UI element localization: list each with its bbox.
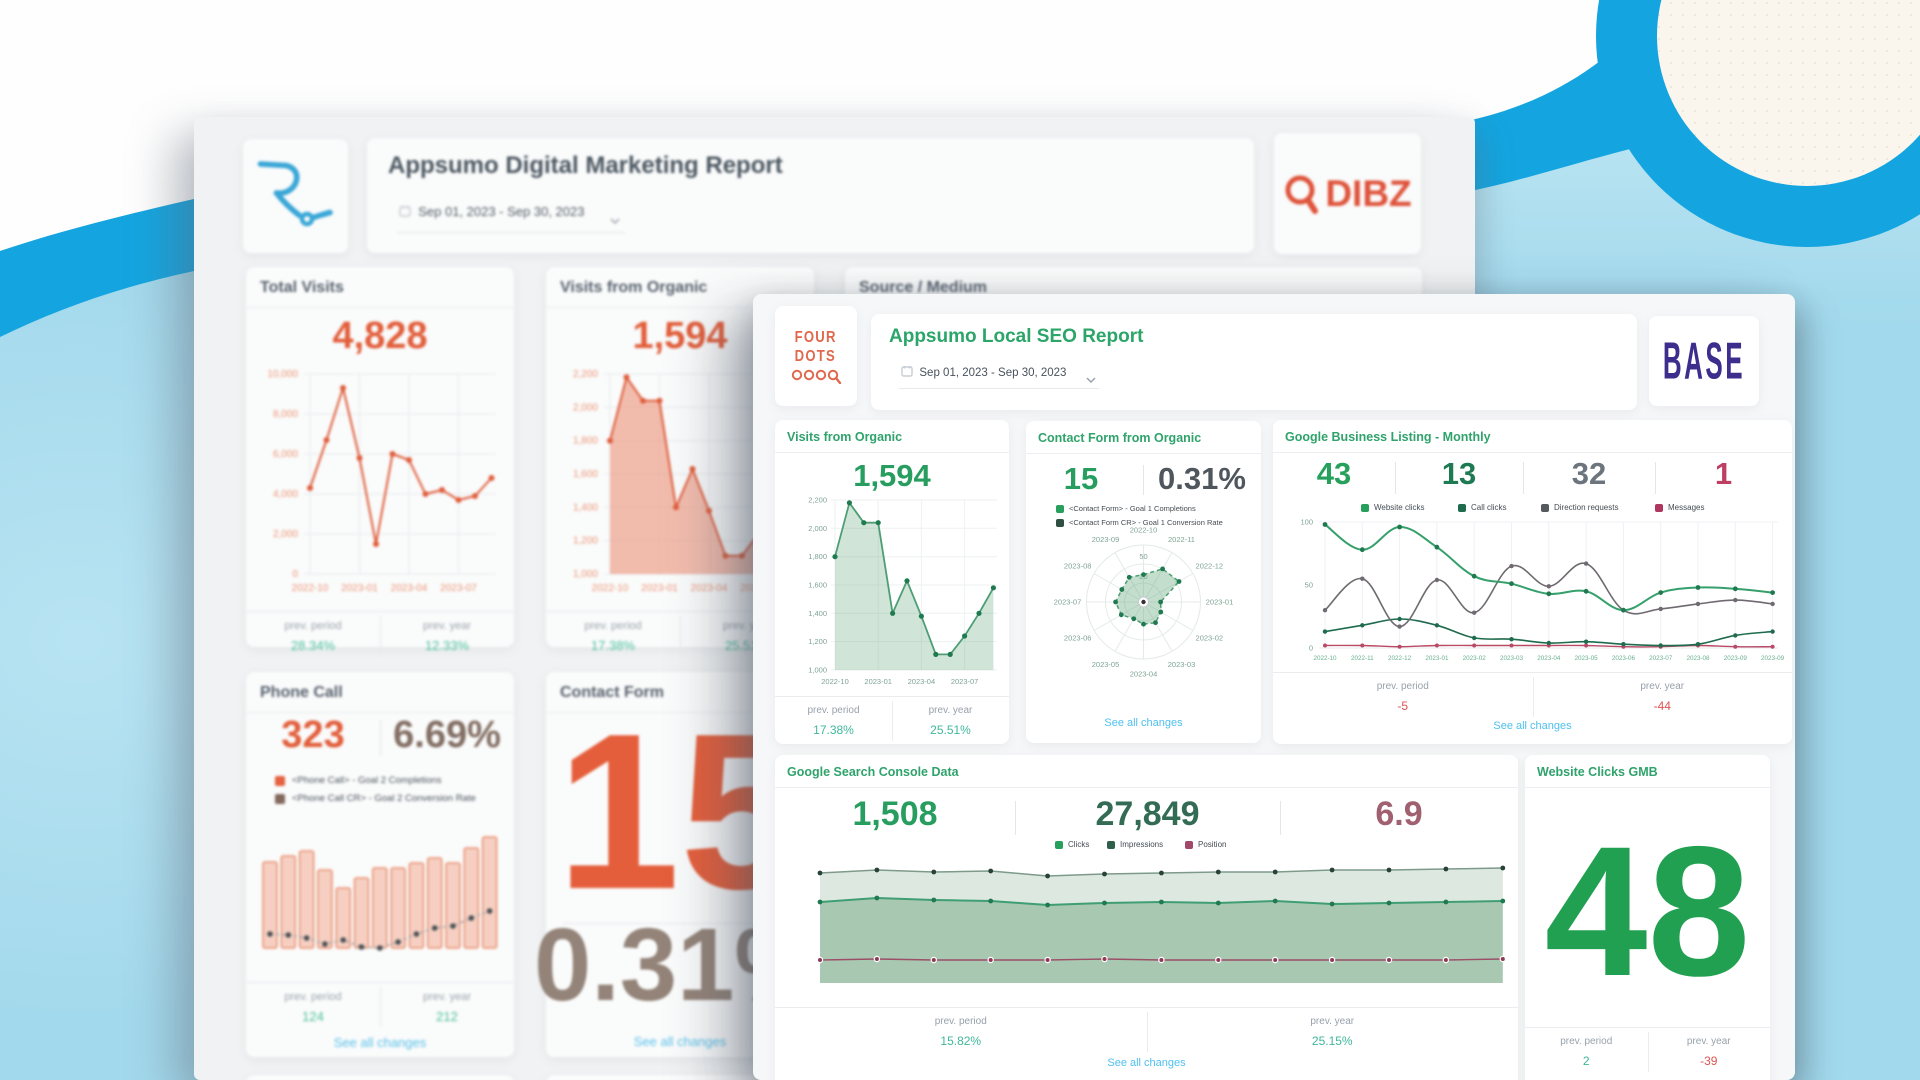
- svg-text:2023-03: 2023-03: [1500, 655, 1524, 662]
- svg-text:2022-10: 2022-10: [821, 677, 849, 686]
- svg-text:50: 50: [1305, 581, 1313, 590]
- svg-text:2022-11: 2022-11: [1168, 535, 1195, 544]
- svg-text:2,000: 2,000: [808, 524, 827, 533]
- svg-text:2022-10: 2022-10: [592, 583, 629, 594]
- svg-text:50: 50: [1139, 552, 1147, 561]
- svg-text:2023-09: 2023-09: [1724, 655, 1748, 662]
- svg-text:2023-01: 2023-01: [864, 677, 892, 686]
- svg-text:2023-05: 2023-05: [1092, 660, 1120, 669]
- svg-text:2,000: 2,000: [273, 529, 298, 540]
- svg-text:2023-04: 2023-04: [691, 583, 728, 594]
- svg-text:6,000: 6,000: [273, 449, 298, 460]
- svg-text:1,200: 1,200: [808, 637, 827, 646]
- svg-text:2023-02: 2023-02: [1463, 655, 1487, 662]
- svg-text:2023-03: 2023-03: [1168, 660, 1196, 669]
- svg-text:2022-10: 2022-10: [1130, 526, 1158, 535]
- svg-text:2023-07: 2023-07: [440, 583, 477, 594]
- svg-text:1,800: 1,800: [808, 552, 827, 561]
- svg-text:2023-09: 2023-09: [1092, 535, 1120, 544]
- svg-text:2023-07: 2023-07: [1649, 655, 1673, 662]
- svg-text:2023-01: 2023-01: [341, 583, 378, 594]
- svg-text:1,000: 1,000: [808, 666, 827, 675]
- svg-text:2023-06: 2023-06: [1612, 655, 1636, 662]
- svg-text:1,200: 1,200: [573, 536, 598, 547]
- svg-text:2023-04: 2023-04: [1537, 655, 1561, 662]
- svg-text:0: 0: [292, 569, 298, 580]
- svg-text:2023-04: 2023-04: [908, 677, 936, 686]
- svg-text:2023-08: 2023-08: [1064, 562, 1092, 571]
- svg-text:1,800: 1,800: [573, 436, 598, 447]
- svg-text:1,400: 1,400: [808, 609, 827, 618]
- svg-text:2023-01: 2023-01: [1206, 598, 1234, 607]
- svg-text:4,000: 4,000: [273, 489, 298, 500]
- svg-text:2,200: 2,200: [573, 369, 598, 380]
- svg-text:2023-01: 2023-01: [641, 583, 678, 594]
- svg-text:2023-07: 2023-07: [1054, 598, 1082, 607]
- svg-text:2,200: 2,200: [808, 496, 827, 505]
- svg-text:2022-12: 2022-12: [1388, 655, 1412, 662]
- svg-text:2023-07: 2023-07: [951, 677, 979, 686]
- svg-text:2023-08: 2023-08: [1686, 655, 1710, 662]
- svg-text:1,600: 1,600: [573, 469, 598, 480]
- svg-text:2023-04: 2023-04: [391, 583, 428, 594]
- svg-text:2022-11: 2022-11: [1351, 655, 1374, 662]
- svg-text:1,400: 1,400: [573, 502, 598, 513]
- svg-text:2022-10: 2022-10: [1313, 655, 1337, 662]
- svg-text:100: 100: [1300, 518, 1313, 527]
- svg-text:2023-06: 2023-06: [1064, 634, 1092, 643]
- svg-text:2023-05: 2023-05: [1575, 655, 1599, 662]
- svg-text:0: 0: [1309, 644, 1313, 653]
- svg-text:2,000: 2,000: [573, 402, 598, 413]
- svg-text:2023-09: 2023-09: [1761, 655, 1785, 662]
- svg-text:10,000: 10,000: [267, 369, 298, 380]
- svg-text:2023-01: 2023-01: [1425, 655, 1449, 662]
- svg-text:2022-12: 2022-12: [1196, 562, 1224, 571]
- svg-text:2023-02: 2023-02: [1196, 634, 1224, 643]
- svg-text:2023-04: 2023-04: [1130, 670, 1158, 679]
- svg-text:2022-10: 2022-10: [292, 583, 329, 594]
- svg-text:1,600: 1,600: [808, 581, 827, 590]
- svg-text:8,000: 8,000: [273, 409, 298, 420]
- svg-text:1,000: 1,000: [573, 569, 598, 580]
